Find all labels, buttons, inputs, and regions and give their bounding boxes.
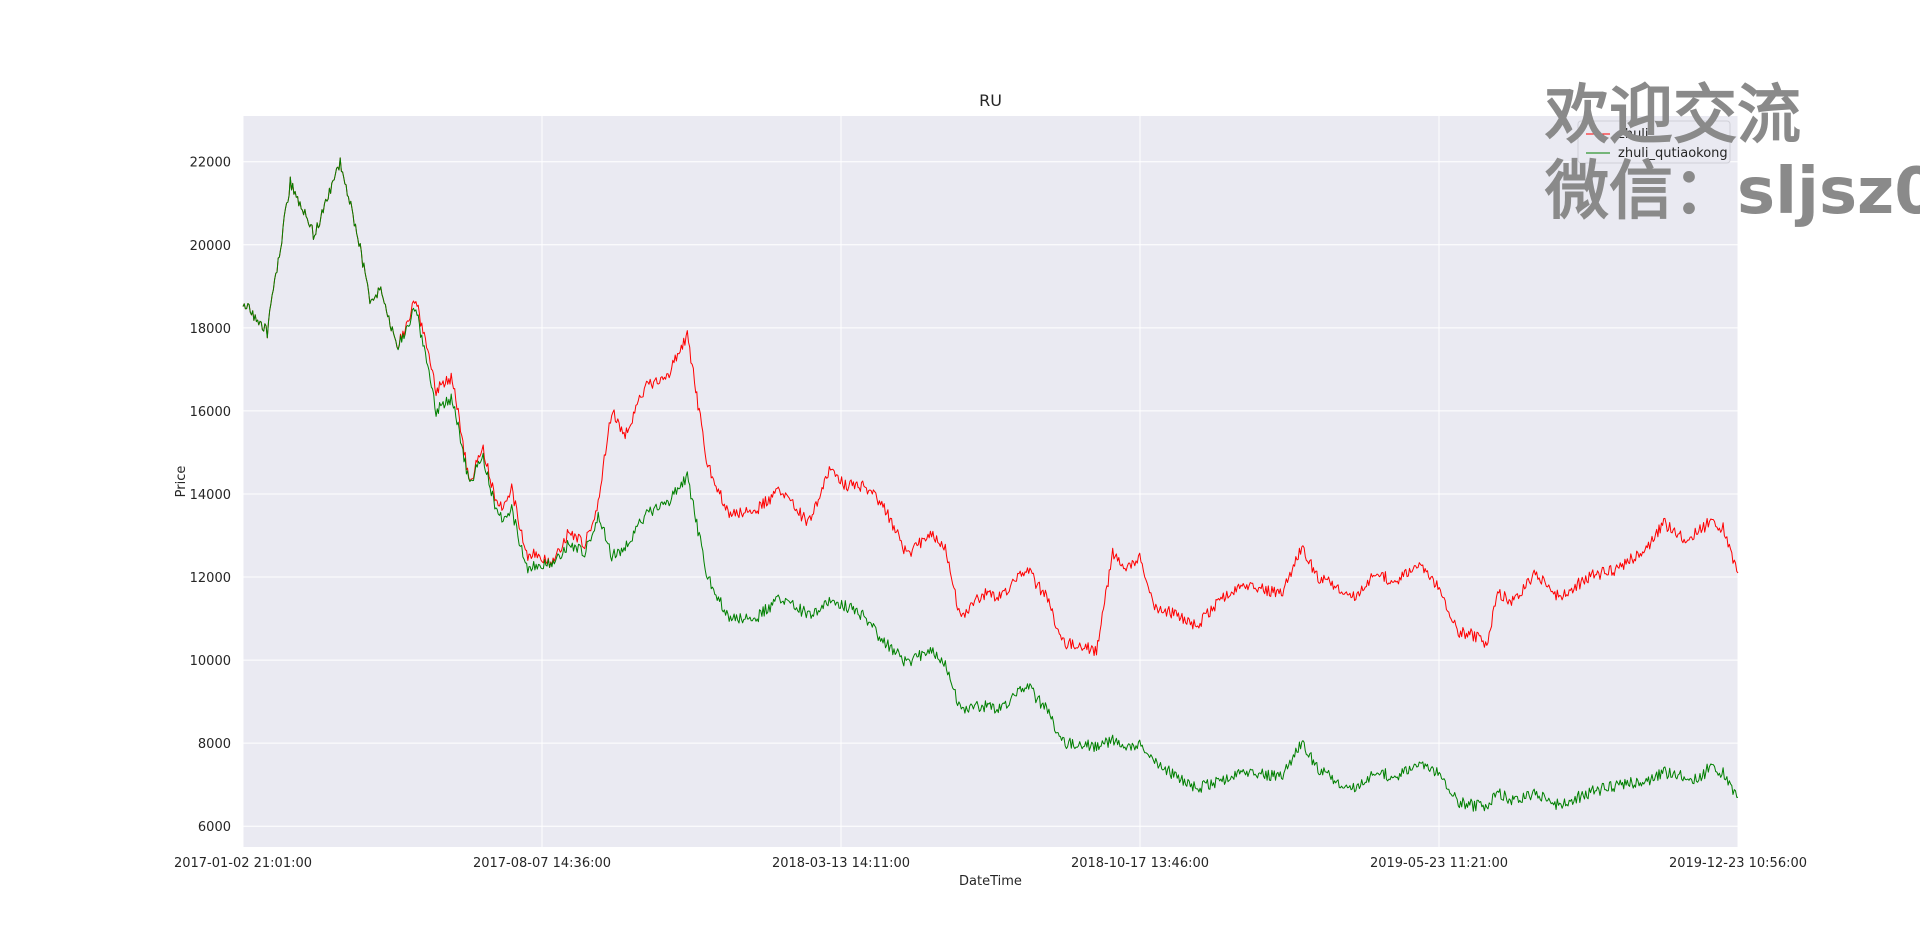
y-tick-label: 8000 (198, 737, 231, 752)
x-tick-label: 2018-03-13 14:11:00 (772, 856, 910, 871)
y-tick-label: 10000 (190, 654, 231, 669)
series-layer (242, 157, 1739, 812)
legend: zhuli zhuli_qutiaokong (1577, 120, 1731, 164)
series-line-zhuli-qutiaokong (242, 157, 1739, 812)
y-tick-label: 6000 (198, 820, 231, 835)
x-axis-ticks: 2017-01-02 21:01:00 2017-08-07 14:36:00 20… (174, 856, 1807, 871)
legend-box (1577, 120, 1731, 164)
y-tick-label: 18000 (190, 322, 231, 337)
x-tick-label: 2019-05-23 11:21:00 (1370, 856, 1508, 871)
watermark-line-2: 微信：sljsz01 (1545, 155, 1920, 229)
y-tick-label: 16000 (190, 405, 231, 420)
y-axis-label: Price (174, 466, 189, 498)
watermark-line-1: 欢迎交流 (1545, 79, 1801, 153)
y-axis-ticks: 6000 8000 10000 12000 14000 16000 18000 20000 22… (190, 156, 231, 836)
grid (242, 116, 1739, 847)
y-tick-label: 14000 (190, 488, 231, 503)
chart-title: RU (979, 91, 1002, 110)
plot-area (243, 116, 1738, 847)
series-line-zhuli (242, 157, 1739, 656)
x-tick-label: 2019-12-23 10:56:00 (1669, 856, 1807, 871)
x-tick-label: 2018-10-17 13:46:00 (1071, 856, 1209, 871)
legend-label-zhuli-qutiaokong: zhuli_qutiaokong (1618, 146, 1728, 161)
y-tick-label: 20000 (190, 239, 231, 254)
x-tick-label: 2017-08-07 14:36:00 (473, 856, 611, 871)
y-tick-label: 22000 (190, 156, 231, 171)
x-axis-label: DateTime (959, 874, 1022, 889)
y-tick-label: 12000 (190, 571, 231, 586)
x-tick-label: 2017-01-02 21:01:00 (174, 856, 312, 871)
legend-label-zhuli: zhuli (1618, 127, 1649, 142)
